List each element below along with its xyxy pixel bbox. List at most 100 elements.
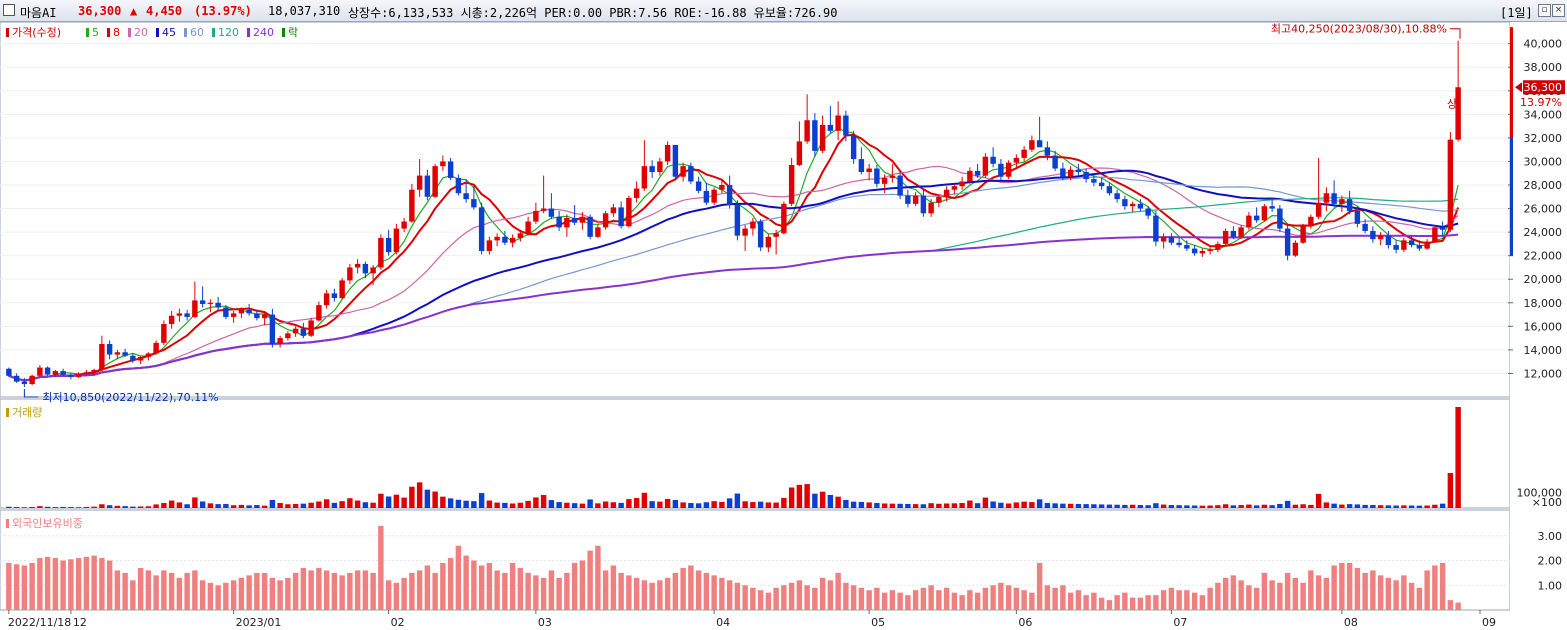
close-icon[interactable]: × — [1552, 4, 1565, 17]
foreign-ownership-bar — [447, 558, 454, 610]
foreign-ownership-bar — [571, 563, 578, 610]
select-checkbox[interactable] — [3, 4, 15, 16]
foreign-ownership-bar — [1455, 602, 1461, 610]
volume-bar — [688, 503, 694, 508]
foreign-ownership-bar — [1408, 582, 1415, 610]
volume-bar — [750, 502, 756, 508]
candle-body — [533, 210, 539, 222]
volume-value: 18,037,310 — [268, 4, 341, 18]
volume-bar — [122, 506, 128, 508]
foreign-ownership-bar — [1029, 592, 1035, 610]
volume-bar — [1137, 505, 1144, 508]
volume-bar — [161, 503, 167, 508]
candle-body — [742, 228, 748, 236]
foreign-legend-label: 외국인보유비중 — [12, 517, 83, 530]
last-price-box — [1523, 80, 1565, 95]
candle-body — [223, 307, 229, 317]
candle-body — [564, 217, 570, 228]
volume-bar — [595, 503, 601, 508]
foreign-ownership-bar — [664, 577, 671, 610]
foreign-ownership-bar — [184, 572, 190, 610]
foreign-ownership-bar — [1222, 577, 1229, 610]
ma-20-line — [8, 165, 1459, 382]
volume-bar — [765, 502, 772, 508]
foreign-ownership-bar — [122, 572, 128, 610]
ma-240-line — [8, 233, 1459, 382]
foreign-ownership-bar — [463, 555, 469, 610]
period-selector[interactable]: [1일] — [1500, 6, 1533, 20]
candle-body — [711, 189, 717, 203]
foreign-ownership-bar — [1036, 563, 1043, 610]
candle-body — [308, 320, 314, 336]
volume-bar — [269, 499, 276, 508]
foreign-ownership-bar — [897, 592, 903, 610]
foreign-ownership-bar — [1354, 567, 1361, 610]
legend-label-60: 60 — [190, 26, 204, 39]
candle-body — [959, 181, 965, 187]
candle-body — [122, 352, 128, 356]
volume-bar — [571, 503, 578, 508]
foreign-ownership-bar — [230, 580, 237, 610]
volume-bar — [998, 502, 1004, 508]
foreign-ownership-bar — [1284, 572, 1291, 610]
candle-body — [207, 302, 214, 304]
volume-bar — [1354, 504, 1361, 508]
volume-bar — [316, 501, 322, 508]
volume-bar — [905, 503, 911, 508]
candle-body — [1114, 193, 1120, 200]
volume-bar — [1416, 505, 1423, 508]
candle-body — [316, 305, 322, 321]
foreign-ownership-bar — [742, 585, 748, 610]
candle-body — [153, 342, 159, 354]
candle-body — [548, 208, 555, 217]
candle-body — [145, 353, 152, 357]
volume-bar — [502, 502, 508, 508]
foreign-ownership-bar — [633, 577, 640, 610]
volume-bar — [959, 503, 965, 508]
low-arrow — [23, 388, 39, 398]
volume-bar — [564, 502, 570, 508]
foreign-ownership-bar — [1401, 575, 1407, 610]
candle-body — [1067, 169, 1074, 177]
foreign-tick-label: 3.00 — [1538, 530, 1563, 543]
volume-bar — [1129, 504, 1136, 508]
volume-bar — [1021, 501, 1027, 508]
volume-bar — [742, 501, 748, 508]
candle-body — [1153, 215, 1159, 242]
price-tick-label: 20,000 — [1524, 273, 1563, 286]
restore-icon[interactable]: ▫ — [1538, 4, 1551, 17]
candle-body — [1083, 172, 1089, 180]
candle-body — [804, 120, 810, 142]
foreign-ownership-bar — [587, 550, 593, 610]
volume-bar — [1424, 505, 1430, 508]
foreign-ownership-bar — [757, 590, 764, 610]
candle-body — [455, 177, 462, 194]
foreign-ownership-bar — [29, 563, 35, 610]
volume-bar — [719, 501, 725, 508]
candle-body — [1408, 240, 1415, 246]
foreign-ownership-bar — [912, 590, 919, 610]
volume-tick-label: 100,000 — [1517, 486, 1563, 499]
candle-body — [447, 161, 454, 178]
foreign-ownership-bar — [788, 582, 795, 610]
foreign-ownership-bar — [393, 582, 400, 610]
foreign-ownership-bar — [920, 587, 927, 610]
volume-bar — [1292, 504, 1299, 508]
volume-bar — [951, 503, 958, 508]
candle-body — [478, 207, 485, 251]
volume-bar — [936, 503, 942, 508]
foreign-ownership-bar — [595, 545, 601, 610]
candle-body — [928, 202, 934, 214]
volume-bar — [37, 506, 43, 508]
candle-body — [618, 207, 624, 227]
candle-body — [416, 175, 423, 190]
volume-bar — [1370, 505, 1376, 508]
volume-bar — [1253, 505, 1260, 508]
candle-body — [1339, 199, 1345, 204]
foreign-ownership-bar — [1323, 577, 1330, 610]
volume-bar — [285, 504, 291, 508]
price-tick-label: 16,000 — [1524, 320, 1563, 333]
volume-bar — [44, 506, 51, 508]
candle-body — [1222, 230, 1229, 244]
foreign-ownership-bar — [649, 582, 655, 610]
